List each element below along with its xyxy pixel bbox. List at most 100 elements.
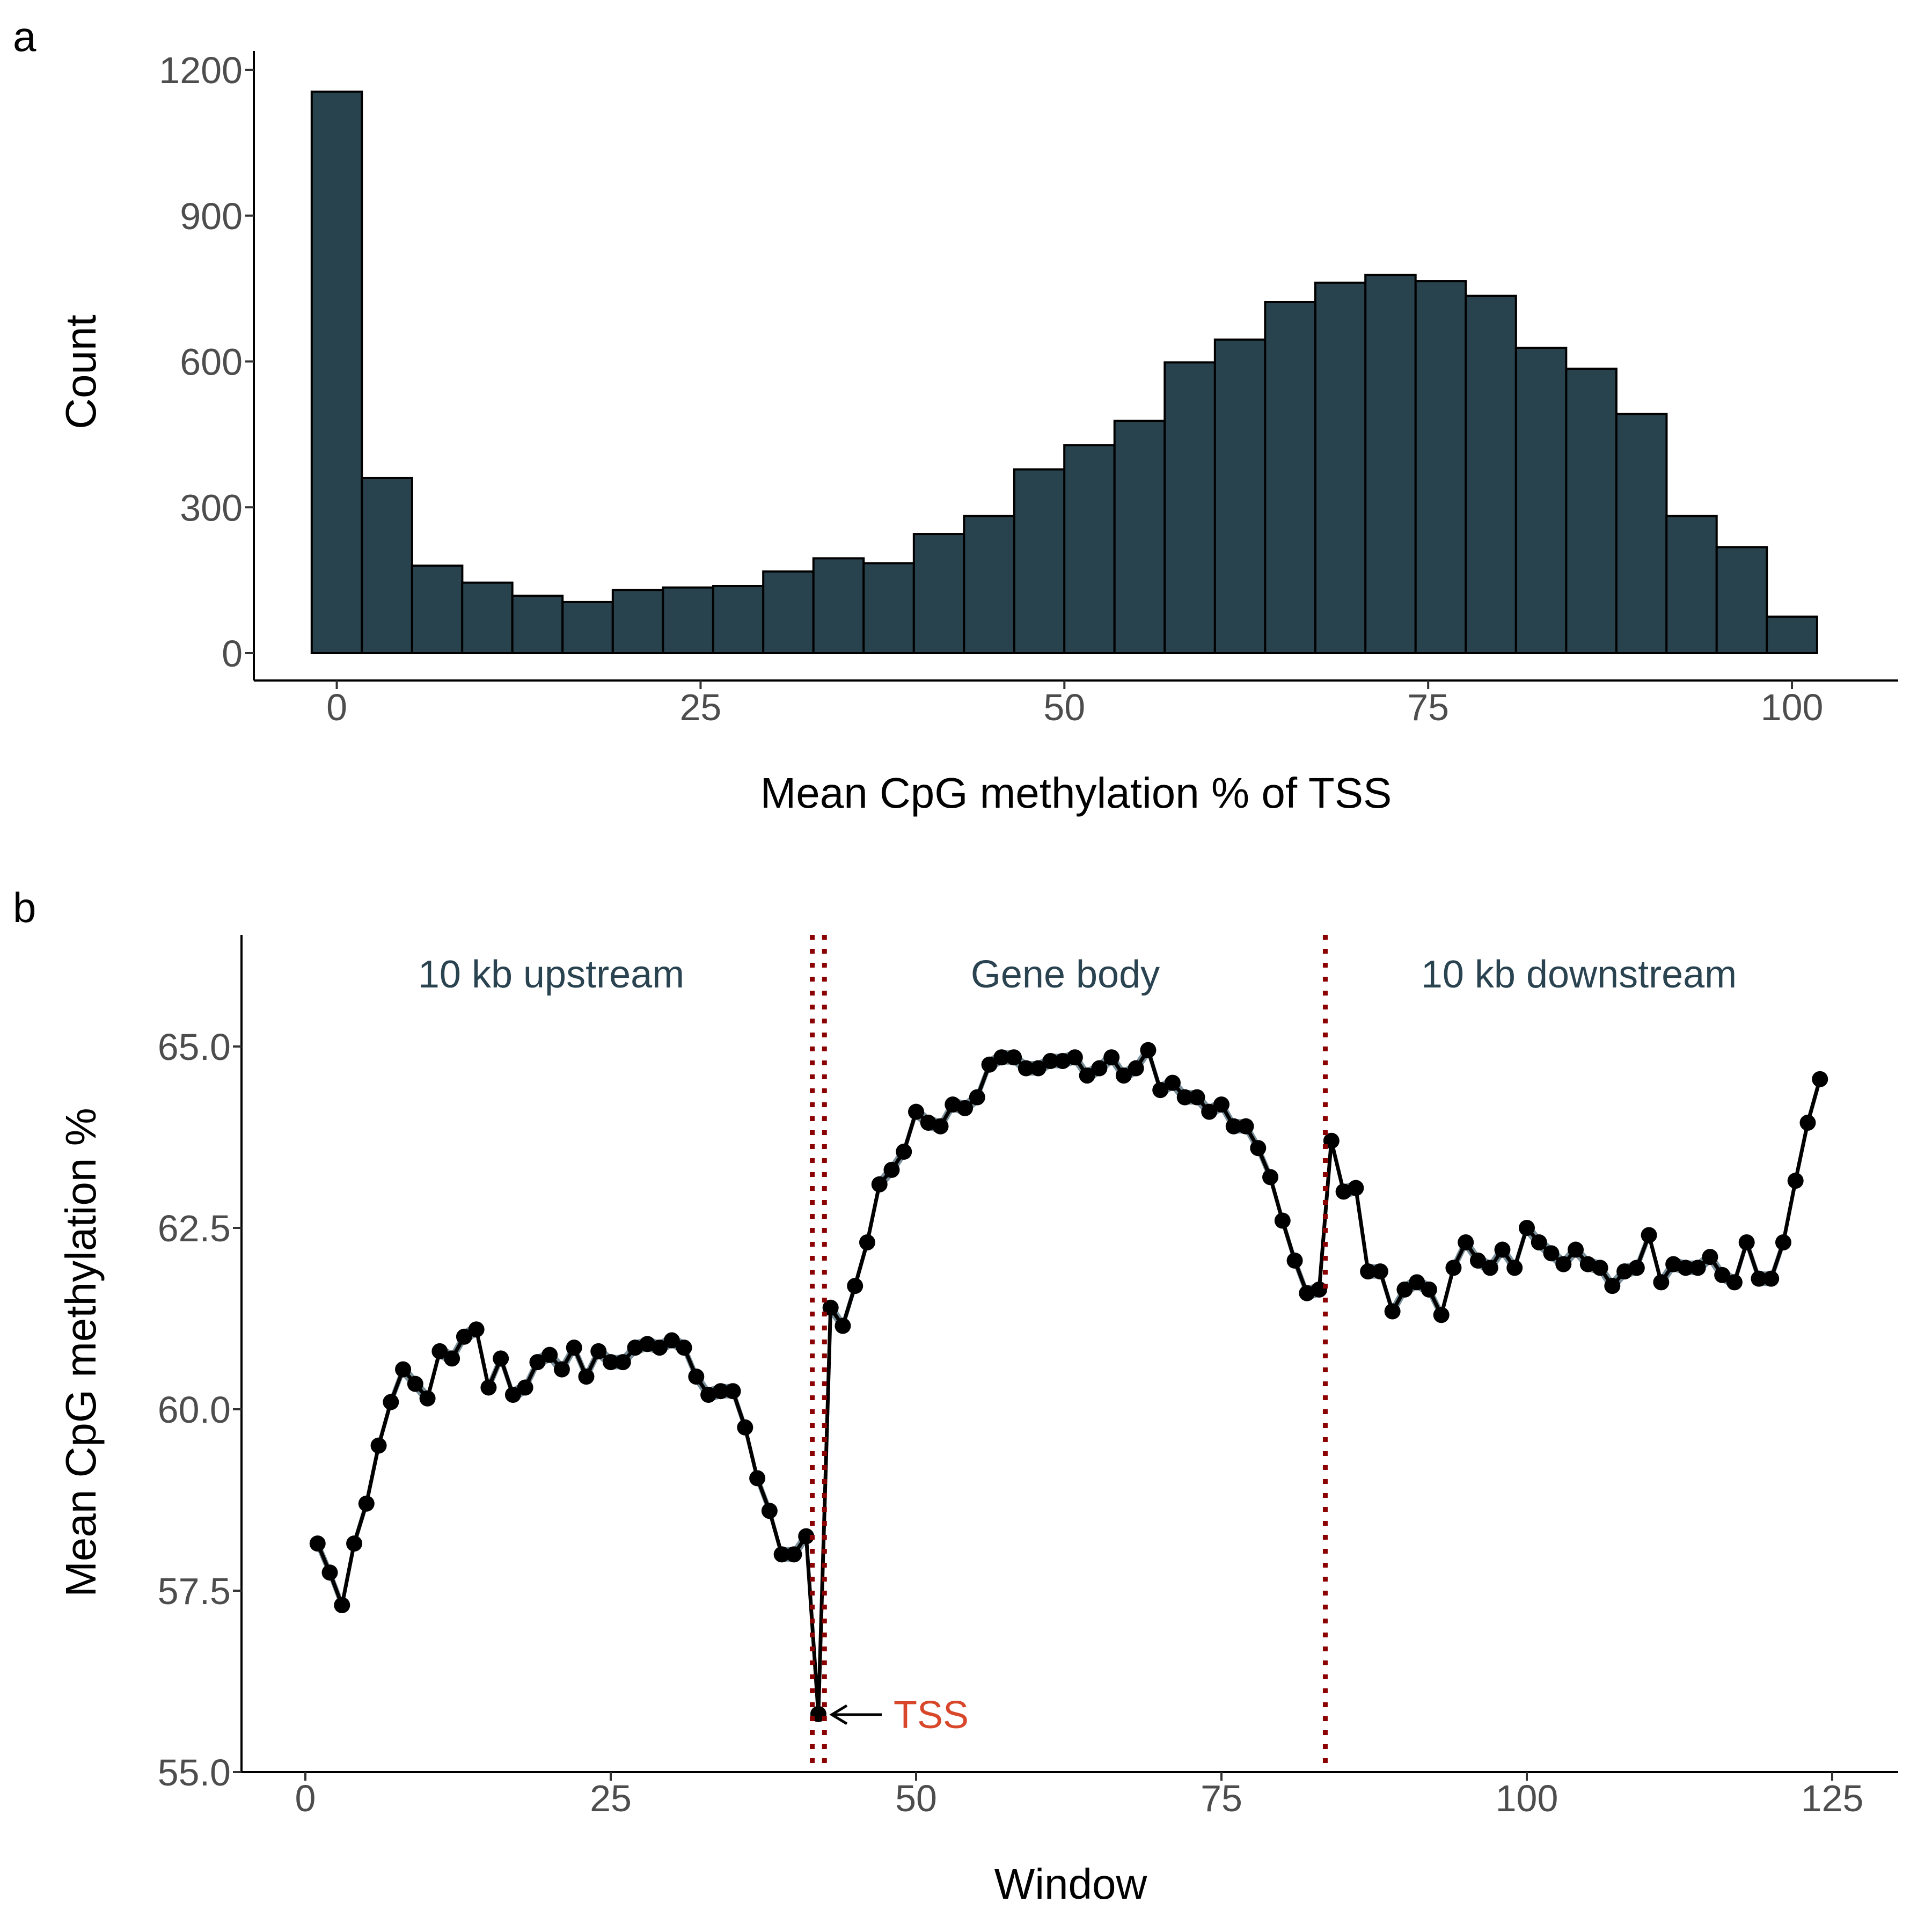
- histogram-bar: [1565, 368, 1618, 654]
- data-point: [578, 1368, 595, 1385]
- x-tick-label: 75: [1201, 1777, 1242, 1819]
- data-point: [1616, 1263, 1633, 1280]
- data-point: [603, 1354, 619, 1371]
- data-point: [932, 1118, 949, 1135]
- panel-b-line-plot: b 0 25 50 75 100 125 55.0 57.5 60.0 62.5 65.0 10 …: [13, 884, 1898, 1908]
- data-point: [1579, 1256, 1596, 1272]
- data-point: [1665, 1256, 1682, 1272]
- data-point: [1262, 1169, 1279, 1185]
- histogram-bar: [712, 584, 765, 654]
- data-point: [1201, 1103, 1218, 1120]
- histogram-x-axis-title: Mean CpG methylation % of TSS: [760, 769, 1392, 817]
- histogram-bar: [1766, 616, 1818, 654]
- x-tick-label: 100: [1761, 686, 1824, 728]
- y-tick-label: 57.5: [158, 1570, 231, 1612]
- histogram-bar: [361, 477, 413, 655]
- y-tick-label: 62.5: [158, 1208, 231, 1249]
- data-point: [1555, 1256, 1572, 1272]
- x-tick-label: 100: [1496, 1777, 1558, 1819]
- data-point: [468, 1321, 485, 1338]
- data-point: [1763, 1270, 1780, 1287]
- data-point: [761, 1503, 778, 1519]
- data-point: [700, 1386, 717, 1403]
- data-point: [456, 1328, 472, 1345]
- data-point: [493, 1350, 509, 1367]
- data-point: [529, 1354, 546, 1371]
- histogram-bar: [1514, 347, 1568, 654]
- data-point: [871, 1176, 888, 1192]
- data-point: [566, 1340, 582, 1356]
- ribbon-band: [317, 1043, 1820, 1722]
- x-tick-label: 25: [679, 686, 721, 728]
- data-point: [1018, 1060, 1034, 1077]
- data-point: [908, 1103, 924, 1120]
- region-label-gene-body: Gene body: [971, 953, 1160, 996]
- data-point: [1641, 1227, 1657, 1243]
- data-point: [920, 1114, 936, 1131]
- histogram-bar: [1113, 420, 1166, 654]
- data-point: [419, 1390, 436, 1407]
- data-point: [1775, 1234, 1791, 1251]
- histogram-axes: [253, 51, 1898, 682]
- data-point: [480, 1379, 497, 1396]
- tss-arrow-head: [829, 1704, 848, 1725]
- histogram-bar: [1264, 301, 1316, 654]
- data-point: [383, 1394, 399, 1410]
- data-point: [957, 1100, 974, 1116]
- histogram-bar: [611, 589, 664, 655]
- data-point: [1726, 1274, 1743, 1291]
- line-plot-x-axis-title: Window: [994, 1860, 1147, 1908]
- y-tick-label: 65.0: [158, 1026, 231, 1068]
- y-tick-label: 1200: [159, 49, 243, 91]
- data-point: [945, 1096, 961, 1113]
- histogram-bar: [862, 562, 915, 654]
- data-point: [749, 1470, 766, 1487]
- data-point: [1812, 1071, 1828, 1087]
- data-point: [1519, 1220, 1535, 1236]
- methylation-points: [309, 1042, 1828, 1722]
- data-point: [835, 1318, 851, 1334]
- data-point: [1543, 1245, 1560, 1262]
- data-point: [1445, 1260, 1462, 1276]
- data-point: [517, 1379, 533, 1396]
- data-point: [444, 1350, 460, 1367]
- data-point: [1702, 1249, 1718, 1265]
- data-point: [1604, 1278, 1621, 1294]
- data-point: [1030, 1060, 1046, 1077]
- histogram-bar: [662, 586, 714, 655]
- data-point: [1628, 1260, 1645, 1276]
- data-point: [652, 1340, 668, 1356]
- data-point: [1164, 1074, 1181, 1091]
- histogram-bar: [1465, 295, 1517, 654]
- histogram-bar: [912, 533, 965, 655]
- data-point: [1348, 1180, 1364, 1196]
- data-point: [737, 1419, 753, 1436]
- data-point: [1152, 1082, 1169, 1099]
- data-point: [1384, 1303, 1401, 1320]
- data-point: [798, 1528, 815, 1545]
- data-point: [1066, 1049, 1083, 1066]
- data-point: [1677, 1260, 1694, 1276]
- data-point: [1787, 1173, 1804, 1189]
- data-point: [1128, 1060, 1144, 1077]
- y-tick-label: 55.0: [158, 1752, 231, 1794]
- data-point: [1714, 1267, 1731, 1283]
- region-label-downstream: 10 kb downstream: [1421, 953, 1737, 996]
- data-point: [847, 1278, 863, 1294]
- data-point: [1103, 1049, 1120, 1066]
- data-point: [969, 1089, 985, 1106]
- tss-annotation: TSS: [829, 1694, 969, 1737]
- x-tick-label: 75: [1407, 686, 1449, 728]
- data-point: [407, 1375, 423, 1392]
- histogram-bar: [561, 601, 614, 654]
- x-tick-label: 0: [326, 686, 347, 728]
- data-point: [1531, 1234, 1547, 1251]
- data-point: [883, 1161, 900, 1178]
- data-point: [553, 1361, 570, 1378]
- data-point: [334, 1597, 350, 1614]
- histogram-bar: [461, 581, 514, 655]
- panel-a-histogram: a 0 25 50 75 100 0 300 600 900 1200 Mean CpG met…: [13, 13, 1898, 817]
- y-tick-label: 900: [180, 195, 243, 237]
- tss-label: TSS: [894, 1694, 969, 1737]
